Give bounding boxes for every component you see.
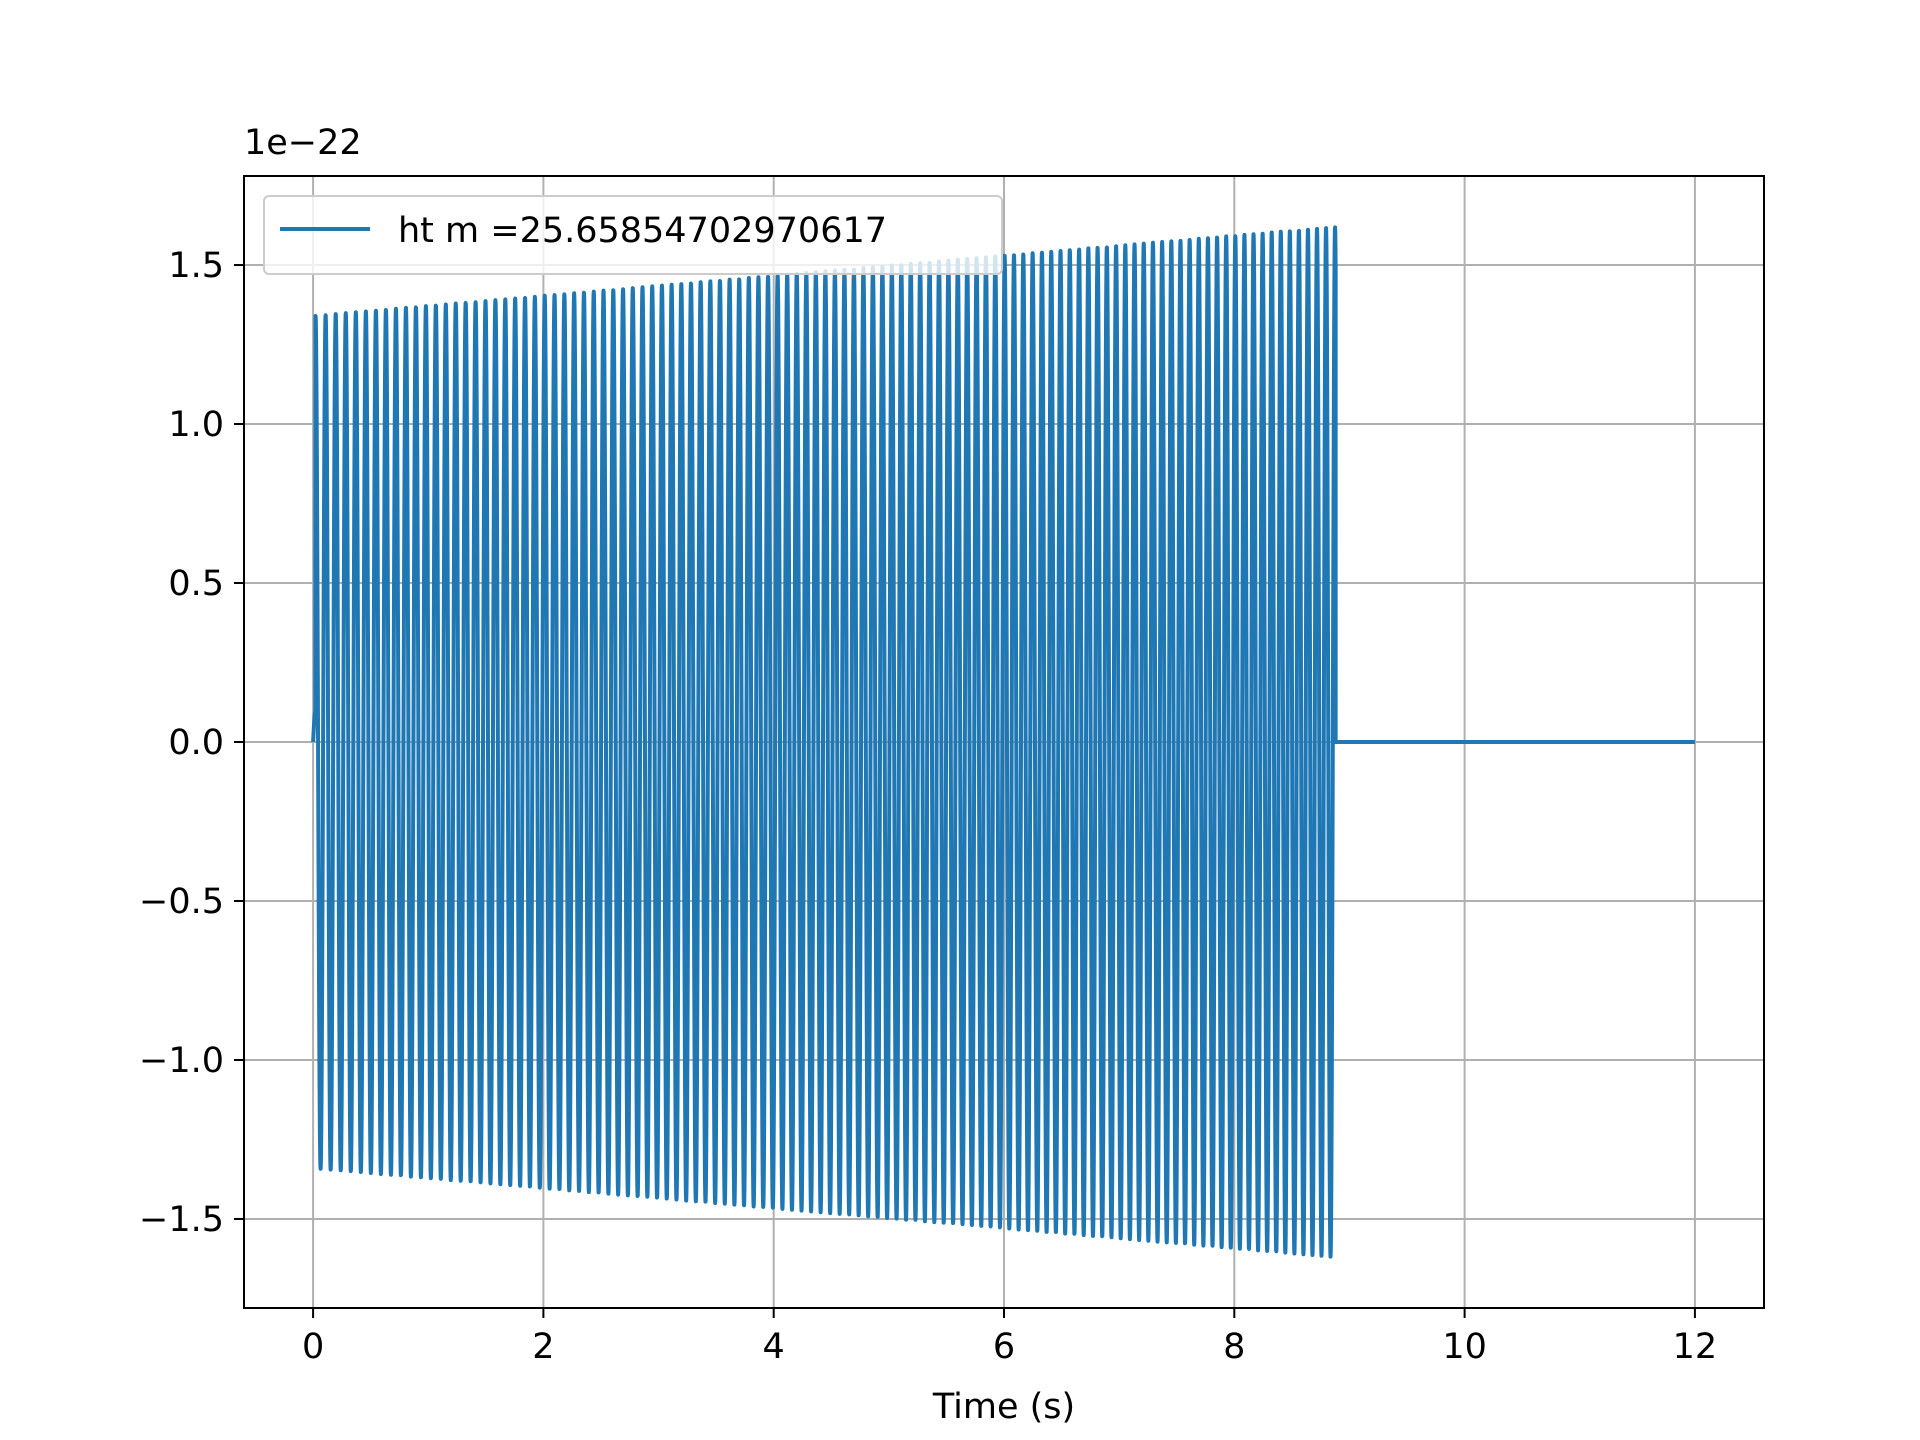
y-tick-label: 0.5 bbox=[168, 564, 224, 604]
x-tick-label: 4 bbox=[763, 1327, 785, 1367]
y-offset-label: 1e−22 bbox=[244, 123, 362, 163]
series-line bbox=[311, 225, 1695, 1259]
y-tick-label: −0.5 bbox=[139, 882, 224, 922]
x-tick-label: 8 bbox=[1223, 1327, 1245, 1367]
legend-label: ht m =25.65854702970617 bbox=[398, 211, 887, 251]
legend-box bbox=[263, 195, 1003, 275]
series-layer bbox=[311, 225, 1695, 1259]
y-tick-label: 0.0 bbox=[168, 723, 224, 763]
y-tick-label: −1.5 bbox=[139, 1200, 224, 1240]
x-tick-label: 12 bbox=[1673, 1327, 1718, 1367]
y-tick-label: 1.0 bbox=[168, 405, 224, 445]
x-tick-label: 0 bbox=[302, 1327, 324, 1367]
x-tick-label: 10 bbox=[1442, 1327, 1487, 1367]
x-tick-label: 2 bbox=[532, 1327, 554, 1367]
y-tick-label: 1.5 bbox=[168, 246, 224, 286]
axis-ticks: 0 2 4 6 8 10 12 −1.5 −1.0 −0.5 0.0 0.5 1.0 1.5 bbox=[139, 246, 1717, 1367]
y-tick-label: −1.0 bbox=[139, 1041, 224, 1081]
x-tick-label: 6 bbox=[993, 1327, 1015, 1367]
x-axis-label: Time (s) bbox=[932, 1387, 1075, 1427]
legend: ht m =25.65854702970617 bbox=[263, 195, 1003, 275]
